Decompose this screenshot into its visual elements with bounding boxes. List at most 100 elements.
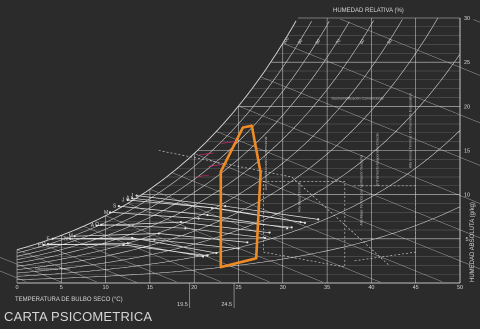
marked-temp-label: 24.5 (221, 302, 232, 308)
y-tick-label: 20 (464, 104, 470, 110)
zone-label: Alta Inercia Térmica / Enfriamiento Evap… (408, 93, 412, 168)
tick-labels: 0 5 10 15 20 25 30 35 40 45 50 5 10 15 20 25 30 19.5 24.5 (15, 16, 470, 308)
y-tick-label: 15 (464, 149, 470, 155)
marked-temp-label: 19.5 (177, 302, 188, 308)
x-tick-label: 20 (191, 285, 197, 291)
rh-label: 50 (386, 38, 393, 45)
month-point (224, 205, 227, 208)
comfort-annotation-line (195, 174, 210, 178)
wet-bulb-line (260, 76, 480, 166)
rh-curve (16, 53, 461, 274)
rh-curve (16, 17, 439, 270)
month-label: N (64, 236, 68, 242)
rh-curve (16, 20, 297, 251)
month-label: E (38, 243, 42, 249)
comfort-annotation-line (221, 141, 236, 144)
wet-bulb-line (473, 19, 480, 23)
comfort-zone-outline (219, 124, 262, 269)
x-tick-label: 45 (413, 285, 419, 291)
month-point (126, 198, 129, 202)
rh-curve (16, 21, 330, 257)
rh-label: 60 (359, 38, 366, 45)
month-point (246, 241, 249, 244)
month-point (179, 220, 183, 224)
rh-axis-label: HUMEDAD RELATIVA (%) (333, 8, 404, 14)
month-point (263, 236, 267, 240)
month-point (201, 255, 205, 258)
month-point (108, 211, 112, 214)
rh-curve (16, 19, 403, 267)
month-point (237, 247, 240, 250)
x-axis-label: TEMPERATURA DE BULBO SECO (°C) (15, 297, 123, 303)
rh-label: 90 (297, 38, 304, 45)
zone-overlays: Deshumidificación Convencional Alta Inerc… (35, 93, 416, 271)
zone-label: Aire Acondicionado Convencional (264, 137, 268, 191)
wet-bulb-line (0, 270, 26, 282)
month-point (131, 197, 134, 200)
month-point (153, 238, 156, 241)
month-line (47, 243, 208, 256)
rh-label: 100 (282, 36, 291, 45)
x-tick-label: 50 (457, 285, 463, 291)
y-axis-label: HUMEDAD ABSOLUTA (g/kg) (470, 202, 476, 282)
y-tick-label: 10 (464, 193, 470, 199)
rh-curve (16, 20, 374, 264)
rh-curve (16, 206, 461, 280)
wet-bulb-line (127, 203, 323, 283)
comfort-zone (195, 124, 262, 269)
rh-label: 70 (335, 38, 342, 45)
wet-bulb-line (171, 172, 443, 282)
comfort-annotation-line (199, 152, 214, 156)
month-label: D (42, 242, 46, 248)
month-point (317, 218, 320, 221)
x-tick-label: 10 (103, 285, 109, 291)
month-label: J (122, 197, 125, 203)
month-label: M (69, 234, 73, 240)
month-point (69, 237, 72, 240)
month-point (135, 194, 138, 197)
month-point (95, 224, 98, 227)
x-tick-label: 15 (147, 285, 153, 291)
month-point (73, 235, 76, 238)
wet-bulb-line (194, 153, 480, 270)
month-point (206, 254, 209, 257)
wet-bulb-line (282, 42, 480, 124)
zone-label: Alta Masa Térmica con Ventilación Noctur… (360, 155, 364, 226)
month-point (42, 243, 45, 247)
x-tick-label: 25 (235, 285, 241, 291)
month-point (197, 217, 200, 220)
wet-bulb-line (238, 105, 480, 204)
month-point (46, 243, 50, 246)
zone-outline (263, 181, 346, 268)
x-tick-label: 40 (368, 285, 374, 291)
wet-bulb-line (105, 215, 270, 283)
zone-label: Calentamiento Pasivo (35, 267, 70, 271)
y-tick-label: 25 (464, 60, 470, 66)
rh-curve (16, 21, 350, 260)
month-label: O (95, 222, 99, 228)
wet-bulb-line (340, 18, 480, 76)
wet-bulb-line (61, 235, 177, 283)
month-point (126, 242, 129, 245)
month-point (117, 205, 120, 208)
month-point (131, 236, 134, 240)
x-tick-label: 0 (15, 285, 18, 291)
rh-label: 80 (314, 38, 321, 45)
month-label: M (104, 210, 108, 216)
comfort-annotation-line (208, 164, 223, 167)
month-point (299, 220, 302, 224)
month-point (51, 237, 54, 240)
month-point (122, 243, 125, 247)
month-line (96, 221, 270, 234)
month-label: J (131, 193, 134, 199)
chart-caption: CARTA PSICOMETRICA (4, 309, 153, 324)
zone-label: Enfriamiento Evaporativo Directo (375, 133, 379, 186)
month-point (215, 251, 218, 255)
wet-bulb-line (0, 257, 62, 283)
x-tick-label: 30 (280, 285, 286, 291)
x-tick-label: 5 (60, 285, 63, 291)
month-point (157, 232, 160, 235)
wet-bulb-line (216, 131, 480, 239)
month-point (290, 226, 293, 229)
